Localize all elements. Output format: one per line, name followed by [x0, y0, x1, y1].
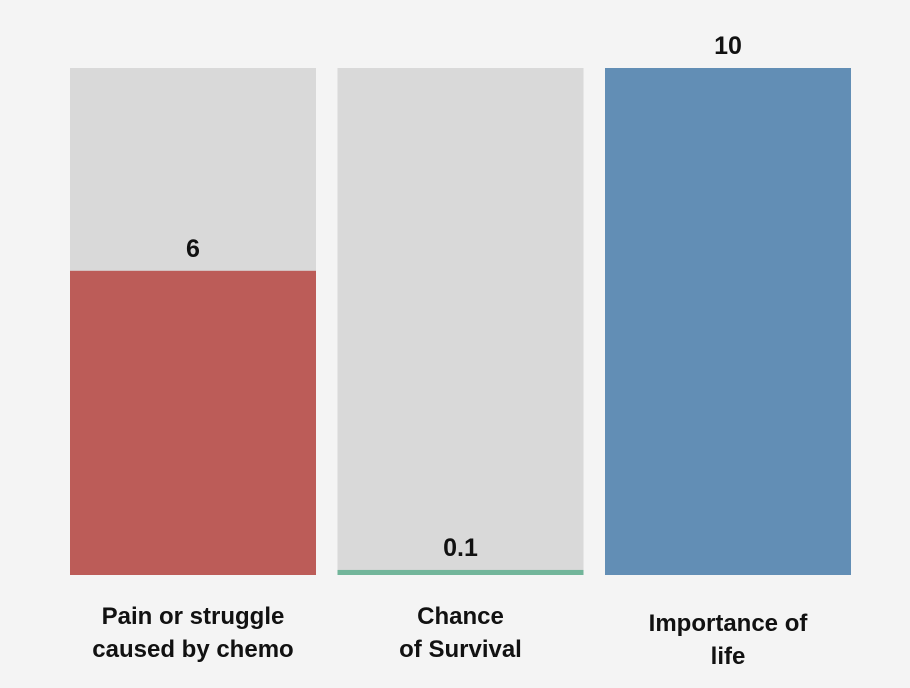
- value-label-2: 0.1: [443, 534, 478, 562]
- bar-track-2: [337, 68, 584, 575]
- bars-layer: [70, 68, 851, 575]
- bar-3: [605, 68, 851, 575]
- bar-1: [70, 270, 316, 575]
- bar-2: [337, 569, 584, 575]
- category-label-2-line-1: Chance: [417, 603, 504, 630]
- category-label-3: Importance of life: [649, 610, 809, 670]
- category-label-1-line-2: caused by chemo: [92, 636, 293, 663]
- category-label-3-line-1: Importance of: [649, 610, 809, 637]
- value-label-1: 6: [186, 235, 200, 263]
- labels-layer: 6 Pain or struggle caused by chemo 0.1 Chanc…: [92, 32, 808, 670]
- category-label-2-line-2: of Survival: [399, 636, 522, 663]
- category-label-2: Chance of Survival: [399, 603, 522, 663]
- category-label-1: Pain or struggle caused by chemo: [92, 603, 293, 663]
- category-label-3-line-2: life: [711, 643, 746, 670]
- category-label-1-line-1: Pain or struggle: [102, 603, 285, 630]
- value-label-3: 10: [714, 32, 742, 60]
